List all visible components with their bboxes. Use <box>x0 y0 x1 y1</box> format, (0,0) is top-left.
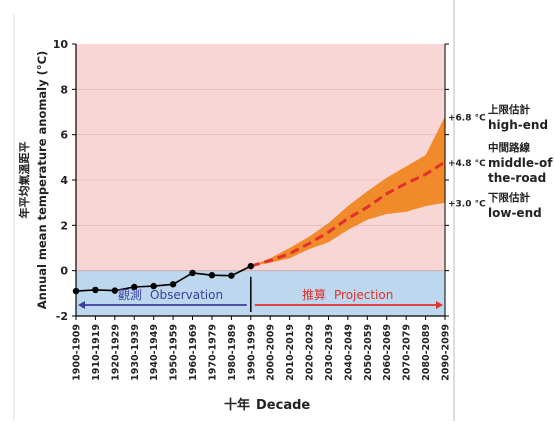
observation-point <box>131 283 138 291</box>
observation-point <box>208 272 216 279</box>
y-tick-label: 0 <box>60 265 68 278</box>
y-axis-label-en: Annual mean temperature anomaly (°C) <box>35 51 49 310</box>
x-tick-label: 2040-2049 <box>343 324 354 381</box>
annotation-value: +6.8 °C <box>448 114 486 124</box>
x-tick-label: 1940-1949 <box>149 324 160 381</box>
observation-point <box>169 281 177 288</box>
observation-point <box>189 269 196 277</box>
observation-point <box>228 272 235 279</box>
x-tick-label: 2090-2099 <box>441 324 452 381</box>
x-tick-label: 1990-1999 <box>246 324 257 381</box>
observation-point <box>247 262 254 270</box>
observation-line <box>75 265 252 292</box>
projection-label-cn: 推算 <box>302 287 326 302</box>
x-tick-label: 2020-2029 <box>305 324 316 381</box>
annotation-middle-en-1: middle-of <box>488 156 553 170</box>
annotation-low-en: low-end <box>488 206 542 220</box>
y-tick-label: 6 <box>60 129 68 142</box>
observation-label-cn: 觀測 <box>118 288 142 302</box>
observation-arrow-head <box>78 301 85 309</box>
projection-range-band <box>250 116 445 267</box>
y-tick-label: 2 <box>60 219 68 232</box>
annotation-low-cn: 下限估計 <box>488 191 530 204</box>
observation-point <box>150 282 157 290</box>
annotation-value: +3.0 °C <box>448 200 486 210</box>
x-tick-label: 2070-2079 <box>402 324 413 381</box>
annotation-middle-en-2: the-road <box>488 171 546 185</box>
y-tick-label: 10 <box>53 38 69 51</box>
x-tick-label: 2080-2089 <box>421 324 432 381</box>
y-tick-label: 4 <box>60 174 68 187</box>
grid-lines <box>76 88 445 272</box>
x-tick-label: 2000-2009 <box>266 324 277 381</box>
axes: -2 0 2 4 6 8 10 1900-1909 1910-1919 1920-1929 1930… <box>53 38 452 381</box>
annotation-value: +4.8 °C <box>448 159 486 169</box>
x-tick-label: 1900-1909 <box>72 324 83 381</box>
annotation-high-cn: 上限估計 <box>488 103 530 116</box>
x-tick-label: 1960-1969 <box>188 324 199 381</box>
upper-background <box>76 44 445 271</box>
x-tick-label: 1980-1989 <box>227 324 238 381</box>
x-tick-label: 1930-1939 <box>130 324 141 381</box>
labels: 觀測 Observation 推算 Projection +6.8 °C +4.8 °C +… <box>17 51 553 413</box>
x-tick-label: 2030-2039 <box>324 324 335 381</box>
annotation-middle-cn: 中間路線 <box>488 141 530 154</box>
y-tick-label: -2 <box>56 310 68 323</box>
x-axis-label-en: Decade <box>256 398 310 413</box>
observation-point <box>111 287 119 294</box>
observation-label-en: Observation <box>150 288 223 302</box>
y-tick-label: 8 <box>60 83 68 96</box>
observation-point <box>92 286 99 294</box>
x-tick-label: 1950-1959 <box>169 324 180 381</box>
series <box>72 160 446 295</box>
plot-background <box>13 0 455 421</box>
x-tick-label: 2060-2069 <box>382 324 393 381</box>
projection-arrow-head <box>436 301 443 309</box>
x-axis-label-cn: 十年 <box>224 397 250 413</box>
x-tick-label: 2010-2019 <box>285 324 296 381</box>
x-tick-label: 1910-1919 <box>91 324 102 381</box>
x-tick-label: 2050-2059 <box>363 324 374 381</box>
lower-background <box>76 270 445 316</box>
projection-middle-line <box>250 160 446 268</box>
x-tick-label: 1970-1979 <box>207 324 218 381</box>
annotation-high-en: high-end <box>488 118 548 132</box>
x-tick-label: 1920-1929 <box>110 324 121 381</box>
y-axis-label-cn: 年平均氣溫距平 <box>17 142 31 219</box>
projection-band <box>250 116 445 267</box>
projection-label-en: Projection <box>334 288 393 302</box>
